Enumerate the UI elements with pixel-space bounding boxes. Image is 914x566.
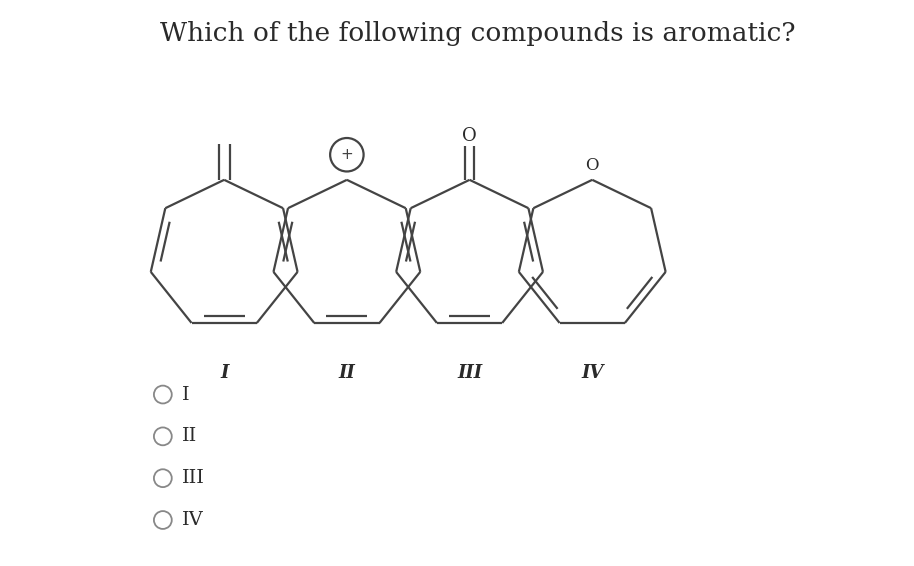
Text: IV: IV bbox=[183, 511, 204, 529]
Text: II: II bbox=[338, 364, 356, 382]
Text: III: III bbox=[183, 469, 206, 487]
Text: IV: IV bbox=[581, 364, 603, 382]
Text: I: I bbox=[183, 385, 190, 404]
Text: O: O bbox=[462, 127, 477, 145]
Text: Which of the following compounds is aromatic?: Which of the following compounds is arom… bbox=[160, 21, 795, 46]
Text: +: + bbox=[341, 147, 353, 162]
Text: I: I bbox=[220, 364, 228, 382]
Text: III: III bbox=[457, 364, 482, 382]
Text: II: II bbox=[183, 427, 197, 445]
Text: O: O bbox=[586, 157, 599, 174]
